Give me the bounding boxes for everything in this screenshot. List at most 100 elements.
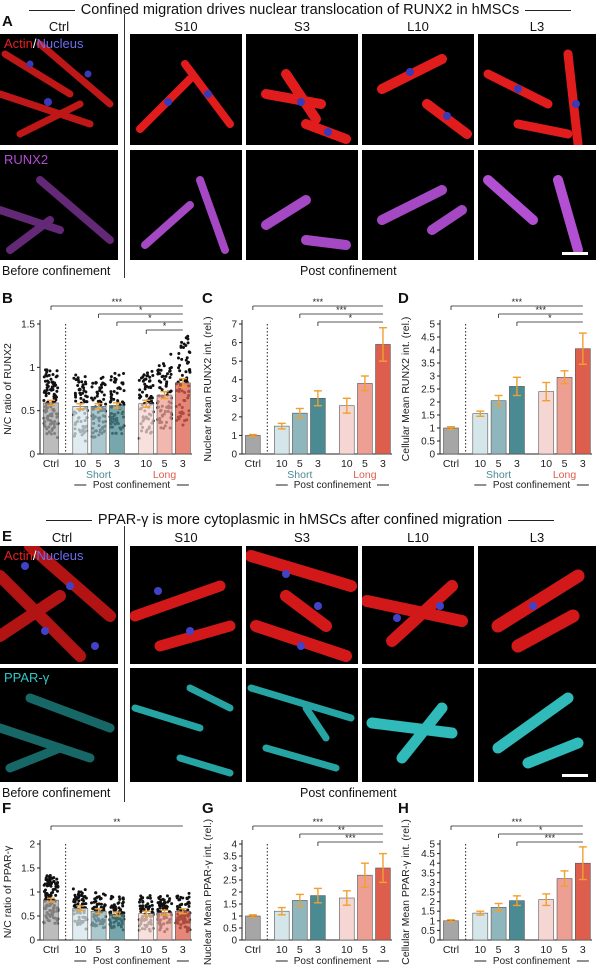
runx2-cells-s10 — [141, 176, 229, 254]
ppar-cells-l10 — [366, 702, 458, 764]
y-tick-label: 0 — [29, 450, 35, 461]
data-point — [151, 383, 155, 387]
y-tick-label: 5 — [429, 320, 435, 331]
data-point — [48, 874, 52, 878]
data-point — [73, 903, 77, 907]
ppar-cells-s10 — [131, 684, 234, 777]
data-point — [48, 893, 52, 897]
data-point — [137, 393, 141, 397]
data-point — [121, 381, 125, 385]
footer-label: Post confinement — [93, 480, 170, 491]
category-label: 10 — [341, 458, 353, 470]
data-point — [164, 374, 168, 378]
y-tick-label: 0 — [231, 450, 237, 461]
data-point — [91, 907, 95, 911]
condition-label-l3: L3 — [529, 19, 545, 34]
data-point — [71, 887, 75, 891]
micrograph-actin-l10 — [362, 34, 474, 145]
data-point — [82, 398, 86, 402]
y-tick-label: 1 — [29, 363, 35, 374]
data-point — [51, 888, 55, 892]
data-point — [168, 369, 172, 373]
bar — [72, 908, 89, 941]
data-point — [177, 351, 181, 355]
data-point — [94, 891, 98, 895]
data-point — [175, 896, 179, 900]
data-point — [185, 356, 189, 360]
scale-bar — [562, 252, 588, 255]
data-point — [113, 371, 117, 375]
group-label-short: Short — [287, 469, 312, 481]
data-point — [138, 388, 142, 392]
y-tick-label: 0 — [429, 936, 435, 947]
category-label: 5 — [362, 458, 368, 470]
condition-label-l10: L10 — [407, 19, 429, 34]
data-point — [111, 904, 115, 908]
caption-post-confinement-a: Post confinement — [300, 264, 397, 278]
bar — [138, 403, 155, 455]
data-point — [45, 370, 49, 374]
data-point — [160, 375, 164, 379]
data-point — [54, 398, 58, 402]
condition-label-ctrl-e: Ctrl — [51, 530, 73, 545]
y-tick-label: 4 — [231, 840, 237, 851]
data-point — [143, 385, 147, 389]
data-point — [156, 908, 160, 912]
data-point — [74, 399, 78, 403]
data-point — [148, 396, 152, 400]
data-point — [181, 346, 185, 350]
data-point — [142, 373, 146, 377]
data-point — [186, 334, 190, 338]
data-point — [83, 888, 87, 892]
data-point — [186, 341, 190, 345]
data-point — [183, 379, 187, 383]
category-label: 3 — [514, 944, 520, 956]
data-point — [98, 386, 102, 390]
data-point — [182, 342, 186, 346]
micrograph-actin-l10-e — [362, 546, 474, 664]
micrograph-runx2-l10 — [362, 150, 474, 260]
bar — [292, 412, 308, 455]
data-point — [44, 876, 48, 880]
condition-label-l10-e: L10 — [407, 530, 429, 545]
significance-label: * — [539, 825, 543, 835]
data-point — [102, 393, 106, 397]
data-point — [73, 391, 77, 395]
data-point — [51, 388, 55, 392]
data-point — [169, 352, 173, 356]
data-point — [95, 394, 99, 398]
data-point — [76, 376, 80, 380]
significance-label: *** — [336, 305, 347, 315]
bar — [109, 405, 125, 455]
y-tick-label: 6 — [231, 338, 237, 349]
data-point — [157, 901, 161, 905]
data-point — [158, 372, 162, 376]
significance-label: * — [163, 321, 167, 331]
data-point — [55, 369, 59, 373]
significance-label: *** — [535, 305, 546, 315]
data-point — [49, 881, 53, 885]
micrograph-actin-ctrl — [0, 34, 118, 145]
data-point — [100, 390, 104, 394]
micrograph-actin-s3-e — [246, 546, 358, 664]
data-point — [122, 389, 126, 393]
data-point — [122, 372, 126, 376]
data-point — [47, 380, 51, 384]
y-tick-label: 3.5 — [223, 852, 237, 863]
data-point — [74, 395, 78, 399]
data-point — [117, 895, 121, 899]
data-point — [108, 400, 112, 404]
before-after-separator — [124, 14, 125, 278]
micrograph-runx2-s3 — [246, 150, 358, 260]
bar — [175, 382, 191, 455]
data-point — [54, 893, 58, 897]
category-label: Ctrl — [443, 944, 459, 956]
data-point — [178, 363, 182, 367]
data-point — [148, 375, 152, 379]
category-label: 10 — [474, 944, 486, 956]
data-point — [56, 386, 60, 390]
data-point — [72, 376, 76, 380]
data-point — [79, 396, 83, 400]
y-tick-label: 4 — [429, 859, 435, 870]
before-after-separator-e — [124, 526, 125, 802]
